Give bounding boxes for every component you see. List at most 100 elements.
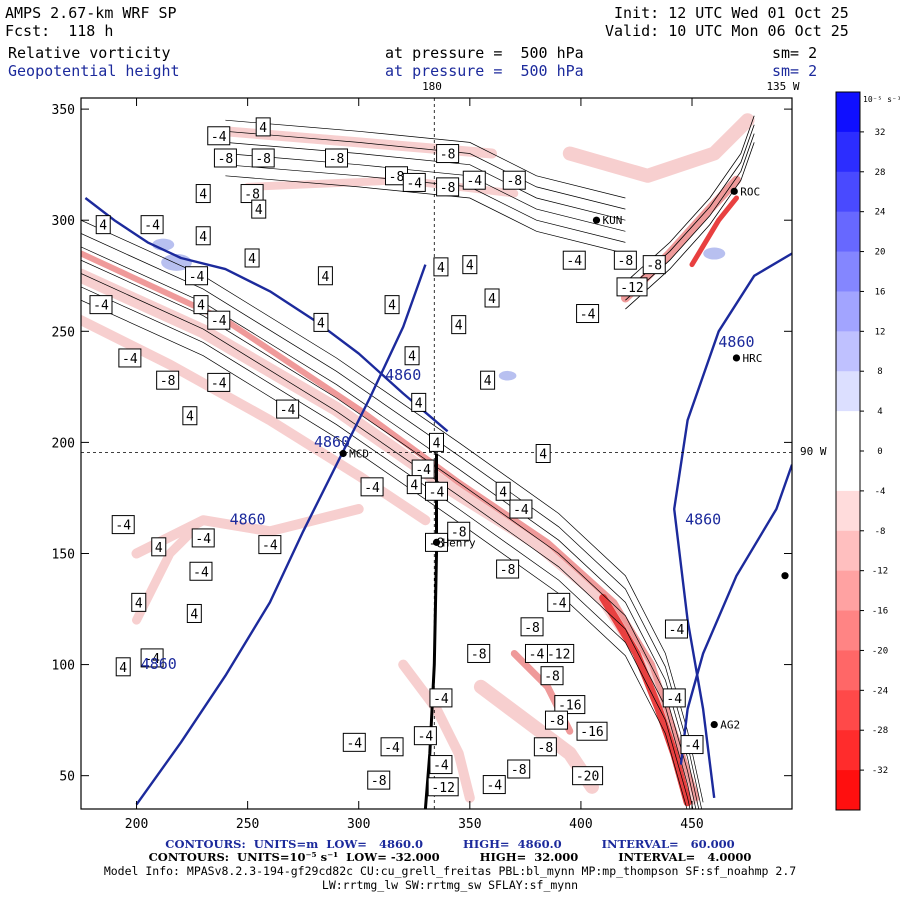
vorticity-label: -4 (89, 295, 113, 315)
vorticity-label-text: -4 (429, 485, 445, 500)
vorticity-label: 4 (317, 266, 333, 286)
vorticity-label-text: -8 (440, 148, 456, 163)
colorbar-unit: 10⁻⁵ s⁻¹ (863, 95, 900, 104)
vorticity-label-box (193, 295, 209, 315)
vorticity-label: -4 (111, 515, 135, 535)
vorticity-label: 4 (95, 215, 111, 235)
vorticity-label-box (507, 759, 531, 779)
vorticity-label: -8 (533, 737, 557, 757)
height-contour-4860 (673, 252, 792, 799)
vorticity-label: -4 (482, 775, 506, 795)
vorticity-label-box (195, 184, 211, 204)
colorbar-segment (836, 610, 860, 651)
colorbar-tick-label: 16 (875, 287, 886, 297)
station-mcd: MCD (339, 448, 369, 461)
vorticity-contour-line (225, 142, 626, 221)
station-dot (781, 572, 789, 580)
colorbar-tick-label: 0 (877, 447, 882, 457)
vorticity-label-box (576, 721, 608, 741)
vorticity-label-box (680, 735, 704, 755)
vorticity-label-text: -4 (415, 463, 431, 478)
colorbar-segment (836, 570, 860, 612)
vorticity-label-box (662, 688, 686, 708)
vorticity-contour-info: CONTOURS: UNITS=10⁻⁵ s⁻¹ LOW= -32.000 HI… (148, 850, 752, 864)
vorticity-label: -8 (213, 148, 237, 168)
vorticity-label-text: -16 (580, 725, 603, 740)
vorticity-label-box (509, 499, 533, 519)
vorticity-contour-line (225, 130, 626, 210)
vorticity-label-text: -4 (418, 730, 434, 745)
height-contour-4860 (84, 197, 449, 433)
vorticity-label-box (207, 126, 231, 146)
vorticity-contour-line (625, 142, 755, 310)
vorticity-label-box (380, 737, 404, 757)
vorticity-label-text: -8 (451, 525, 467, 540)
vorticity-label: -16 (576, 721, 608, 741)
vorticity-label: -4 (562, 250, 586, 270)
vorticity-label-box (115, 657, 131, 677)
vorticity-label-box (576, 304, 600, 324)
colorbar-segment (836, 770, 860, 811)
vorticity-label-box (642, 255, 666, 275)
vorticity-label-text: -4 (551, 596, 567, 611)
station-dot (732, 354, 741, 362)
colorbar-segment (836, 291, 860, 332)
vorticity-label-text: 4 (255, 203, 263, 218)
vorticity-label-box (140, 215, 164, 235)
vorticity-label: -8 (540, 666, 564, 686)
lon-135w-label: 135 W (766, 80, 799, 93)
vorticity-label-text: -8 (618, 254, 634, 269)
vorticity-label-box (547, 592, 571, 612)
y-tick-label: 100 (52, 659, 75, 674)
colorbar-tick-label: 4 (877, 407, 882, 417)
station-dot (592, 216, 601, 224)
x-tick-label: 450 (680, 817, 703, 832)
x-tick-label: 400 (569, 817, 592, 832)
station-roc: ROC (730, 185, 760, 198)
vorticity-label-box (462, 170, 486, 190)
vorticity-label-text: -4 (666, 692, 682, 707)
vorticity-label: -4 (140, 648, 164, 668)
vorticity-label-box (427, 777, 459, 797)
shade-band (131, 504, 364, 559)
vorticity-label-box (462, 255, 478, 275)
vorticity-label: -4 (342, 732, 366, 752)
vorticity-label-box (195, 226, 211, 246)
vorticity-label-text: -8 (329, 152, 345, 167)
vorticity-label: -20 (572, 766, 604, 786)
vorticity-label: 4 (115, 657, 131, 677)
station-dot (339, 449, 347, 458)
vorticity-label-box (436, 144, 460, 164)
vorticity-label-text: 4 (484, 374, 492, 389)
vorticity-label-text: -8 (471, 647, 487, 662)
vorticity-label-text: -8 (524, 621, 540, 636)
vorticity-label: 4 (480, 370, 496, 390)
vorticity-label-text: -8 (244, 188, 260, 203)
vorticity-label: -8 (467, 643, 491, 663)
vorticity-label: -4 (276, 399, 300, 419)
vorticity-label-text: -4 (211, 130, 227, 145)
vorticity-label-box (664, 619, 688, 639)
vorticity-label: -8 (156, 370, 180, 390)
height-contour-label: 4860 (141, 655, 177, 673)
vorticity-label-text: -4 (93, 299, 109, 314)
vorticity-label-text: -4 (211, 376, 227, 391)
vorticity-label-box (429, 432, 444, 452)
y-tick-label: 250 (52, 325, 75, 340)
shade-band (562, 113, 755, 183)
vorticity-label-text: -4 (384, 741, 400, 756)
vorticity-label-box (360, 477, 384, 497)
vorticity-label: -8 (642, 255, 666, 275)
station-kun: KUN (592, 214, 622, 227)
vorticity-label-box (402, 172, 426, 192)
vorticity-label-text: 4 (455, 319, 463, 334)
vorticity-label-text: -4 (364, 481, 380, 496)
vorticity-label-text: -4 (122, 352, 138, 367)
vorticity-label: -8 (520, 617, 544, 637)
station-ag2: AG2 (710, 719, 740, 732)
vorticity-label-text: 4 (499, 485, 507, 500)
vorticity-label-box (616, 277, 648, 297)
vorticity-label: -4 (207, 372, 231, 392)
vorticity-label-text: 4 (199, 188, 207, 203)
vorticity-label: -4 (207, 126, 231, 146)
